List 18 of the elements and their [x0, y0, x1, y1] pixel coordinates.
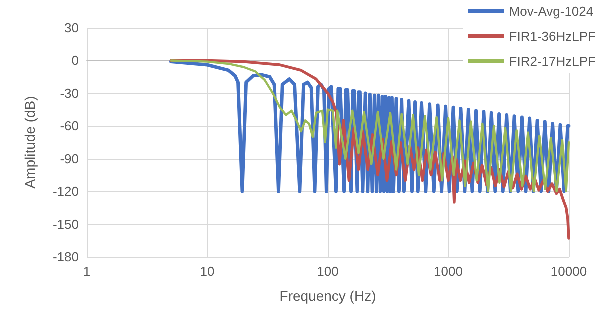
x-tick-label: 1 — [83, 264, 91, 279]
y-tick-label: -90 — [60, 151, 79, 166]
y-tick-label: -120 — [52, 184, 79, 200]
y-tick-label: 0 — [72, 53, 79, 68]
y-tick-label: 30 — [64, 20, 79, 36]
x-tick-label: 10000 — [550, 264, 588, 279]
legend-label: Mov-Avg-1024 — [509, 4, 594, 19]
x-tick-label: 10 — [200, 264, 215, 279]
legend-label: FIR1-36HzLPF — [509, 29, 596, 44]
x-tick-label: 1000 — [434, 264, 463, 279]
legend-label: FIR2-17HzLPF — [509, 54, 596, 69]
x-tick-label: 100 — [317, 264, 339, 279]
y-axis-title: Amplitude (dB) — [22, 96, 38, 189]
y-tick-label: -180 — [52, 250, 79, 264]
y-tick-label: -150 — [52, 216, 79, 232]
x-axis-title: Frequency (Hz) — [280, 288, 376, 304]
y-tick-label: -60 — [60, 118, 79, 134]
y-tick-label: -30 — [60, 86, 79, 101]
